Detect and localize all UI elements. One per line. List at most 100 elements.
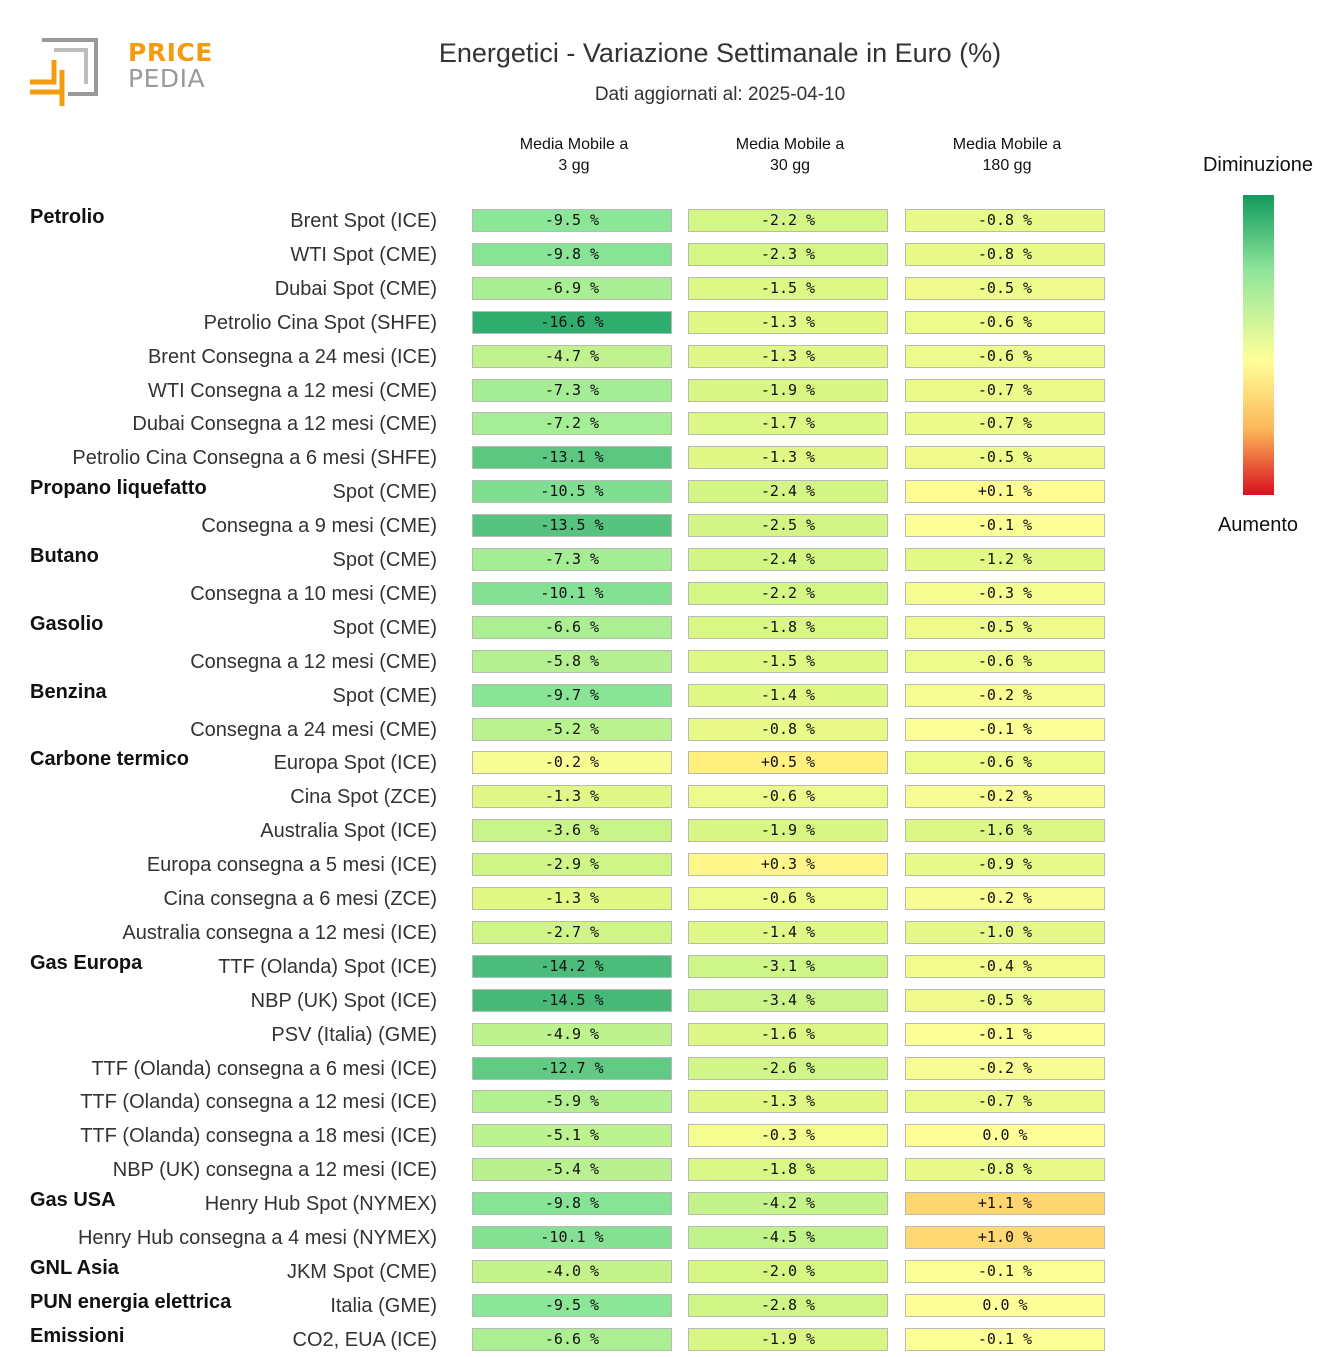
heatmap-cell: -2.2 % — [688, 581, 888, 605]
row-label: Brent Spot (ICE) — [290, 210, 437, 232]
group-label: Gasolio — [30, 612, 104, 635]
heatmap-cell: -3.4 % — [688, 988, 888, 1012]
heatmap-cell: -4.5 % — [688, 1226, 888, 1249]
logo-mark — [30, 38, 98, 106]
group-label: Petrolio — [30, 206, 105, 228]
heatmap-cell: -0.3 % — [688, 1124, 888, 1148]
row-label: Consegna a 24 mesi (CME) — [190, 718, 437, 741]
heatmap-cell: -12.7 % — [472, 1056, 672, 1080]
heatmap-cell: +0.5 % — [688, 751, 888, 775]
heatmap-cell: -5.9 % — [472, 1090, 672, 1114]
row-label: Petrolio Cina Spot (SHFE) — [203, 311, 437, 334]
logo-text-pedia: PEDIA — [128, 64, 206, 93]
heatmap-cell: -6.6 % — [472, 615, 672, 639]
heatmap-cell: -5.4 % — [472, 1158, 672, 1182]
legend-colorbar — [1243, 195, 1274, 495]
heatmap-cell: -7.2 % — [472, 412, 672, 436]
heatmap-cell: -14.5 % — [472, 988, 672, 1012]
heatmap-cell: -6.6 % — [472, 1327, 672, 1351]
heatmap-cell: -1.6 % — [905, 819, 1105, 843]
row-label: Henry Hub consegna a 4 mesi (NYMEX) — [77, 1227, 437, 1249]
heatmap-cell: -7.3 % — [472, 378, 672, 402]
heatmap-cell: -1.3 % — [688, 1090, 888, 1114]
row-label: NBP (UK) Spot (ICE) — [250, 989, 437, 1012]
heatmap-cell: -6.9 % — [472, 276, 672, 300]
row-label: TTF (Olanda) Spot (ICE) — [218, 955, 437, 978]
heatmap-cell: -0.3 % — [905, 581, 1105, 605]
group-label: GNL Asia — [30, 1256, 119, 1279]
heatmap-cell: -0.7 % — [905, 1090, 1105, 1114]
heatmap-cell: -0.2 % — [905, 1056, 1105, 1080]
heatmap-cell: -4.0 % — [472, 1259, 672, 1283]
legend-top-label: Diminuzione — [1202, 154, 1314, 176]
heatmap-cell: -0.9 % — [905, 853, 1105, 877]
row-label: Henry Hub Spot (NYMEX) — [204, 1193, 437, 1216]
heatmap-cell: -1.5 % — [688, 276, 888, 300]
chart-title: Energetici - Variazione Settimanale in E… — [438, 38, 1002, 68]
pricepedia-logo: PRICE PEDIA — [28, 36, 212, 112]
group-label: Butano — [30, 545, 99, 567]
heatmap-cell: -1.9 % — [688, 819, 888, 843]
heatmap-cell: -1.6 % — [688, 1022, 888, 1046]
heatmap-cell: -2.4 % — [688, 480, 888, 504]
heatmap-cell: -1.2 % — [905, 548, 1105, 571]
row-label: Australia Spot (ICE) — [260, 820, 437, 843]
heatmap-cell: -1.7 % — [688, 412, 888, 436]
heatmap-cell: -2.2 % — [688, 209, 888, 232]
heatmap-cell: -4.9 % — [472, 1022, 672, 1046]
heatmap-cell: -13.1 % — [472, 446, 672, 470]
heatmap-cell: -0.2 % — [472, 751, 672, 775]
heatmap-cell: -2.7 % — [472, 920, 672, 944]
heatmap-cell: -0.1 % — [905, 1259, 1105, 1283]
row-label: Cina consegna a 6 mesi (ZCE) — [163, 888, 437, 910]
heatmap-cell: 0.0 % — [905, 1293, 1105, 1317]
row-label: Spot (CME) — [332, 549, 437, 571]
chart-subtitle: Dati aggiornati al: 2025-04-10 — [594, 84, 846, 105]
heatmap-cell: -10.5 % — [472, 480, 672, 504]
heatmap-cell: -3.1 % — [688, 954, 888, 978]
group-label: Propano liquefatto — [30, 477, 207, 500]
row-label: Spot (CME) — [332, 684, 437, 707]
group-label: Gas USA — [30, 1189, 116, 1212]
heatmap-cell: -1.9 % — [688, 378, 888, 402]
heatmap-cell: -0.6 % — [688, 887, 888, 910]
row-label: Brent Consegna a 24 mesi (ICE) — [147, 345, 437, 368]
heatmap-cell: -1.3 % — [688, 446, 888, 470]
heatmap-cell: -0.8 % — [688, 717, 888, 741]
heatmap-cell: -1.5 % — [688, 649, 888, 673]
heatmap-cell: -9.5 % — [472, 209, 672, 232]
row-label: Cina Spot (ZCE) — [290, 786, 437, 809]
heatmap-cell: -1.4 % — [688, 920, 888, 944]
row-label: Spot (CME) — [332, 481, 437, 504]
heatmap-cell: -10.1 % — [472, 581, 672, 605]
heatmap-cell: -2.9 % — [472, 853, 672, 877]
heatmap-cell: -10.1 % — [472, 1226, 672, 1249]
row-label: Consegna a 9 mesi (CME) — [201, 515, 437, 538]
logo-text-price: PRICE — [128, 38, 213, 67]
heatmap-cell: -1.9 % — [688, 1327, 888, 1351]
row-label: TTF (Olanda) consegna a 12 mesi (ICE) — [80, 1091, 437, 1114]
heatmap-cell: -2.6 % — [688, 1056, 888, 1080]
heatmap-cell: -0.6 % — [905, 310, 1105, 334]
heatmap-cell: -13.5 % — [472, 514, 672, 538]
heatmap-cell: -0.5 % — [905, 276, 1105, 300]
row-label: Dubai Spot (CME) — [274, 277, 437, 300]
group-label: Emissioni — [30, 1324, 125, 1347]
heatmap-cell: -1.8 % — [688, 1158, 888, 1182]
row-label: WTI Spot (CME) — [290, 243, 437, 266]
row-label: TTF (Olanda) consegna a 18 mesi (ICE) — [80, 1125, 437, 1148]
heatmap-cell: -3.6 % — [472, 819, 672, 843]
heatmap-cell: -0.6 % — [905, 344, 1105, 368]
heatmap-cell: -0.8 % — [905, 209, 1105, 232]
row-label: PSV (Italia) (GME) — [271, 1023, 437, 1046]
row-label: Consegna a 12 mesi (CME) — [190, 650, 437, 673]
heatmap-cell: -0.5 % — [905, 988, 1105, 1012]
heatmap-cell: -5.2 % — [472, 717, 672, 741]
heatmap-cell: -7.3 % — [472, 548, 672, 571]
row-label: Spot (CME) — [332, 616, 437, 639]
heatmap-cell: -16.6 % — [472, 310, 672, 334]
heatmap-cell: -0.1 % — [905, 514, 1105, 538]
heatmap-cell: 0.0 % — [905, 1124, 1105, 1148]
heatmap-cell: -0.4 % — [905, 954, 1105, 978]
row-label: NBP (UK) consegna a 12 mesi (ICE) — [112, 1159, 437, 1182]
